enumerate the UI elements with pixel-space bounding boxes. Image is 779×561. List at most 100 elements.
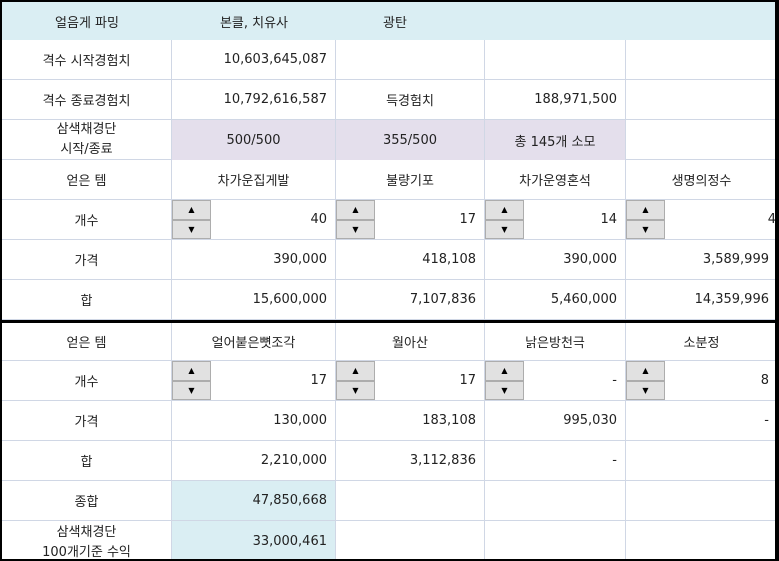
- quantity-spinner: ▲ ▼: [485, 361, 524, 400]
- cell-table1-count[interactable]: ▲ ▼ 17: [336, 200, 485, 240]
- item-count-value: 17: [310, 373, 327, 388]
- cell-start-exp-value[interactable]: 10,603,645,087: [172, 40, 336, 80]
- cell-table2-price[interactable]: -: [626, 401, 775, 441]
- spinner-up-button[interactable]: ▲: [172, 361, 211, 381]
- cell-end-exp-value[interactable]: 10,792,616,587: [172, 80, 336, 120]
- spinner-up-button[interactable]: ▲: [172, 200, 211, 220]
- cell-empty[interactable]: [336, 40, 485, 80]
- triangle-up-icon: ▲: [352, 366, 359, 376]
- cell-empty[interactable]: [626, 481, 775, 521]
- cell-gain-exp-label[interactable]: 득경험치: [336, 80, 485, 120]
- cell-table2-item-name[interactable]: 소분정: [626, 323, 775, 361]
- cell-table2-price[interactable]: 995,030: [485, 401, 626, 441]
- table2-item-label: 얻은 템: [66, 336, 107, 351]
- cell-header-party[interactable]: 본클, 치유사: [172, 2, 336, 40]
- cell-table2-count[interactable]: ▲ ▼ 17: [336, 361, 485, 401]
- cell-table2-sum[interactable]: 2,210,000: [172, 441, 336, 481]
- cell-table2-item-name[interactable]: 월아산: [336, 323, 485, 361]
- item-sum-value: 7,107,836: [409, 292, 476, 307]
- cell-table2-sum[interactable]: 3,112,836: [336, 441, 485, 481]
- spinner-down-button[interactable]: ▼: [626, 380, 665, 400]
- cell-total-label[interactable]: 종합: [2, 481, 172, 521]
- cell-header-empty-4[interactable]: [626, 2, 775, 40]
- cell-end-exp-label[interactable]: 격수 종료경험치: [2, 80, 172, 120]
- cell-table1-price[interactable]: 390,000: [172, 240, 336, 280]
- spinner-up-button[interactable]: ▲: [626, 361, 665, 381]
- dango-start-value: 500/500: [226, 132, 281, 148]
- cell-table2-sum[interactable]: -: [485, 441, 626, 481]
- cell-empty[interactable]: [485, 481, 626, 521]
- cell-table1-price[interactable]: 418,108: [336, 240, 485, 280]
- cell-table2-sum-label[interactable]: 합: [2, 441, 172, 481]
- quantity-spinner: ▲ ▼: [172, 361, 211, 400]
- cell-table2-sum[interactable]: [626, 441, 775, 481]
- cell-table1-count[interactable]: ▲ ▼ 4: [626, 200, 776, 240]
- cell-table2-count[interactable]: ▲ ▼ 17: [172, 361, 336, 401]
- cell-empty[interactable]: [626, 521, 775, 559]
- spinner-down-button[interactable]: ▼: [172, 219, 211, 239]
- cell-table1-item-name[interactable]: 불량기포: [336, 160, 485, 200]
- cell-profit-label[interactable]: 삼색채경단 100개기준 수익: [2, 521, 172, 560]
- spinner-up-button[interactable]: ▲: [336, 200, 375, 220]
- dango-row: 삼색채경단 시작/종료 500/500 355/500 총 145개 소모: [2, 120, 775, 160]
- cell-table2-count-label[interactable]: 개수: [2, 361, 172, 401]
- cell-header-empty-3[interactable]: [485, 2, 626, 40]
- spinner-down-button[interactable]: ▼: [485, 380, 524, 400]
- spinner-down-button[interactable]: ▼: [626, 219, 665, 239]
- cell-table1-price[interactable]: 3,589,999: [626, 240, 775, 280]
- header-buff-label: 광탄: [383, 15, 407, 31]
- cell-table2-count[interactable]: ▲ ▼ 8: [626, 361, 775, 401]
- spinner-down-button[interactable]: ▼: [336, 219, 375, 239]
- spinner-up-button[interactable]: ▲: [485, 200, 524, 220]
- cell-table1-sum[interactable]: 7,107,836: [336, 280, 485, 320]
- cell-table1-item-name[interactable]: 차가운집게발: [172, 160, 336, 200]
- cell-table1-sum[interactable]: 15,600,000: [172, 280, 336, 320]
- spinner-down-button[interactable]: ▼: [172, 380, 211, 400]
- spinner-down-button[interactable]: ▼: [485, 219, 524, 239]
- cell-empty[interactable]: [626, 120, 775, 160]
- cell-total-value[interactable]: 47,850,668: [172, 481, 336, 521]
- item-count-value: 4: [767, 212, 776, 227]
- cell-dango-label[interactable]: 삼색채경단 시작/종료: [2, 120, 172, 160]
- cell-table2-item-label[interactable]: 얻은 템: [2, 323, 172, 361]
- cell-table1-price-label[interactable]: 가격: [2, 240, 172, 280]
- cell-dango-end[interactable]: 355/500: [336, 120, 485, 160]
- cell-table2-price-label[interactable]: 가격: [2, 401, 172, 441]
- cell-dango-consumed[interactable]: 총 145개 소모: [485, 120, 626, 160]
- cell-table1-sum-label[interactable]: 합: [2, 280, 172, 320]
- cell-profit-value[interactable]: 33,000,461: [172, 521, 336, 559]
- cell-table2-price[interactable]: 183,108: [336, 401, 485, 441]
- cell-table1-count[interactable]: ▲ ▼ 14: [485, 200, 626, 240]
- cell-table2-item-name[interactable]: 낡은방천극: [485, 323, 626, 361]
- cell-empty[interactable]: [336, 521, 485, 559]
- cell-table1-count-label[interactable]: 개수: [2, 200, 172, 240]
- spinner-up-button[interactable]: ▲: [336, 361, 375, 381]
- cell-table1-count[interactable]: ▲ ▼ 40: [172, 200, 336, 240]
- cell-table2-price[interactable]: 130,000: [172, 401, 336, 441]
- cell-table2-count[interactable]: ▲ ▼ -: [485, 361, 626, 401]
- cell-empty[interactable]: [626, 80, 775, 120]
- cell-header-farming[interactable]: 얼음게 파밍: [2, 2, 172, 40]
- cell-table1-sum[interactable]: 14,359,996: [626, 280, 775, 320]
- quantity-spinner: ▲ ▼: [172, 200, 211, 239]
- cell-empty[interactable]: [626, 40, 775, 80]
- cell-table1-price[interactable]: 390,000: [485, 240, 626, 280]
- profit-label-line2: 100개기준 수익: [42, 545, 131, 560]
- dango-label-line1: 삼색채경단: [56, 121, 117, 137]
- cell-header-buff[interactable]: 광탄: [336, 2, 485, 40]
- end-exp-row: 격수 종료경험치 10,792,616,587 득경험치 188,971,500: [2, 80, 775, 120]
- cell-table1-item-name[interactable]: 차가운영혼석: [485, 160, 626, 200]
- cell-gain-exp-value[interactable]: 188,971,500: [485, 80, 626, 120]
- cell-table1-sum[interactable]: 5,460,000: [485, 280, 626, 320]
- cell-start-exp-label[interactable]: 격수 시작경험치: [2, 40, 172, 80]
- spinner-up-button[interactable]: ▲: [485, 361, 524, 381]
- spinner-down-button[interactable]: ▼: [336, 380, 375, 400]
- cell-table1-item-label[interactable]: 얻은 템: [2, 160, 172, 200]
- cell-empty[interactable]: [336, 481, 485, 521]
- spinner-up-button[interactable]: ▲: [626, 200, 665, 220]
- cell-empty[interactable]: [485, 521, 626, 559]
- cell-dango-start[interactable]: 500/500: [172, 120, 336, 160]
- cell-table1-item-name[interactable]: 생명의정수: [626, 160, 775, 200]
- cell-empty[interactable]: [485, 40, 626, 80]
- cell-table2-item-name[interactable]: 얼어붙은뼛조각: [172, 323, 336, 361]
